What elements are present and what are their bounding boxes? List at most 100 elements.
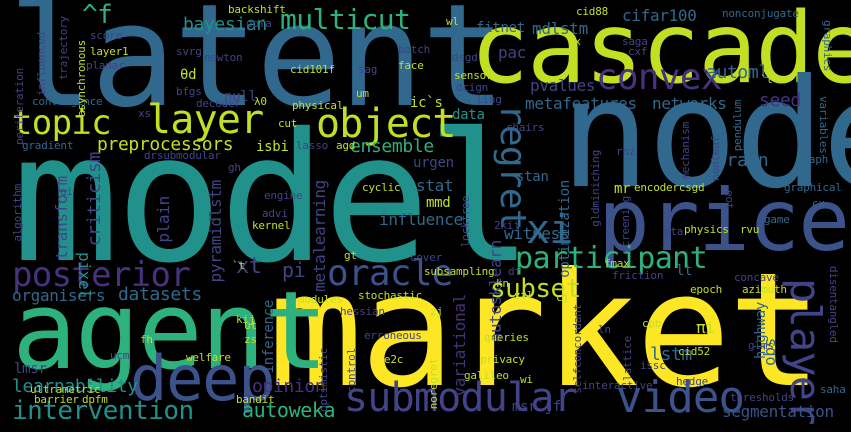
word-cxf: cxf xyxy=(628,45,648,58)
word-market: market xyxy=(268,239,823,423)
word-xt: xt xyxy=(236,254,262,279)
word-saha: saha xyxy=(820,383,846,396)
word-lt: lt xyxy=(676,263,693,279)
word-barrier: barrier xyxy=(34,393,79,406)
word-metafeatures: metafeatures xyxy=(525,94,637,113)
word-cut: cut xyxy=(278,117,298,130)
word-dpfm: dpfm xyxy=(82,393,108,406)
word-advi: advi xyxy=(262,207,288,220)
word-lattice: lattice xyxy=(621,336,634,381)
word-screening: screening xyxy=(619,196,632,254)
word-ut: ut xyxy=(244,319,257,332)
word-urgen: urgen xyxy=(413,155,454,171)
word-mdlstm: mdlstm xyxy=(532,19,588,38)
word-stat: stat xyxy=(416,176,454,195)
word-physics: physics xyxy=(684,223,729,236)
word-autoweka: autoweka xyxy=(242,398,336,422)
word-networks: networks xyxy=(652,94,727,113)
word-pi: pi xyxy=(282,258,306,282)
word-selfconcordant: selfconcordant xyxy=(571,304,584,394)
word-nx: nx xyxy=(568,35,581,48)
word-fh: fh xyxy=(140,333,153,346)
word-segmentation: segmentation xyxy=(722,402,834,421)
word-xi: xi xyxy=(526,207,573,253)
word-lstm: lstm xyxy=(650,344,692,365)
word-influenced: influenced xyxy=(35,32,48,97)
word-game: game xyxy=(764,213,790,226)
word-mmd: mmd xyxy=(426,195,451,211)
word-cover: cover xyxy=(410,251,443,264)
word-latent: latent xyxy=(8,0,507,139)
word-disentangled: disentangled xyxy=(827,266,840,343)
word-variables: variables xyxy=(817,96,830,154)
word-cifar100: cifar100 xyxy=(622,6,697,25)
word-df: df xyxy=(508,265,521,278)
word-graphics: graphics xyxy=(821,20,834,72)
word-bayesian: bayesian xyxy=(183,14,267,35)
word-convergence: convergence xyxy=(32,95,103,108)
word-node: node xyxy=(560,48,851,222)
word-brain: brain xyxy=(716,150,769,171)
word-cj: cj xyxy=(556,291,569,304)
word-zj: zj xyxy=(430,305,443,318)
word-preprocessors: preprocessors xyxy=(97,134,234,155)
word-datasets: datasets xyxy=(118,284,202,305)
word-graphical: graphical xyxy=(784,181,842,194)
word-dsgd: dsgd xyxy=(452,51,478,64)
word-msr-jf: msr`jf xyxy=(512,399,561,415)
word-participant: participant xyxy=(515,241,708,276)
word-t-backtick: `t xyxy=(760,73,773,86)
word-influence: influence xyxy=(379,210,463,229)
word-modules: modules xyxy=(298,293,343,306)
word-subsampling: subsampling xyxy=(424,265,495,278)
word-algorithm: algorithm xyxy=(11,184,24,242)
word-topic: topic xyxy=(12,103,112,143)
word-svrg: svrg xyxy=(176,45,202,58)
word-inference: inference xyxy=(261,300,277,374)
word-physical: physical xyxy=(292,99,344,112)
word-oracle: oracle xyxy=(327,253,453,294)
word-encodercsgd: encodercsgd xyxy=(634,181,705,194)
word-cid52: cid52 xyxy=(678,345,711,358)
word-backshift: backshift xyxy=(228,3,286,16)
word-multicut: multicut xyxy=(280,3,411,36)
word-privacy: privacy xyxy=(480,353,525,366)
word-t-backtick-2: `t xyxy=(232,259,245,272)
word-2kij: 2kij xyxy=(494,219,520,232)
word-lambda0: λ0 xyxy=(254,95,267,108)
word-friction: friction xyxy=(612,269,664,282)
word-intervention: intervention xyxy=(12,396,194,426)
word-subset: subset xyxy=(490,274,581,304)
word-regret: regret xyxy=(492,104,533,230)
word-ling: ling xyxy=(476,93,502,106)
word-galileo: galileo xyxy=(464,369,509,382)
word-wl: wl xyxy=(446,15,459,28)
word-theta-d: θd xyxy=(180,67,197,83)
word-kn: kn xyxy=(496,277,509,290)
word-noregret: noregret xyxy=(427,358,440,410)
word-azimuth: azimuth xyxy=(742,283,787,296)
word-automl: automl xyxy=(706,62,769,83)
word-newton: newton xyxy=(204,51,243,64)
word-pi-i: πi xyxy=(696,318,715,337)
word-pta: pta xyxy=(664,225,684,238)
word-stochastic: stochastic xyxy=(358,289,423,302)
word-rvu: rvu xyxy=(740,223,760,236)
word-ztl: ztl xyxy=(514,289,534,302)
word-face: face xyxy=(398,59,424,72)
word-model: model xyxy=(12,95,534,302)
word-hedge: hedge xyxy=(676,375,709,388)
word-pvalues: pvalues xyxy=(530,76,596,95)
word-sensor: sensor xyxy=(454,69,493,82)
word-layer: layer xyxy=(147,97,264,143)
word-gt: gt xyxy=(344,249,357,262)
word-hessian: hessian xyxy=(340,305,385,318)
word-null: null xyxy=(224,89,257,105)
word-score: score xyxy=(90,29,123,42)
word-criticism: criticism xyxy=(84,152,105,247)
word-ln: ln xyxy=(598,323,611,336)
word-layer1: layer1 xyxy=(90,45,129,58)
word-organisers: organisers xyxy=(12,286,106,305)
word-um: um xyxy=(356,87,369,100)
